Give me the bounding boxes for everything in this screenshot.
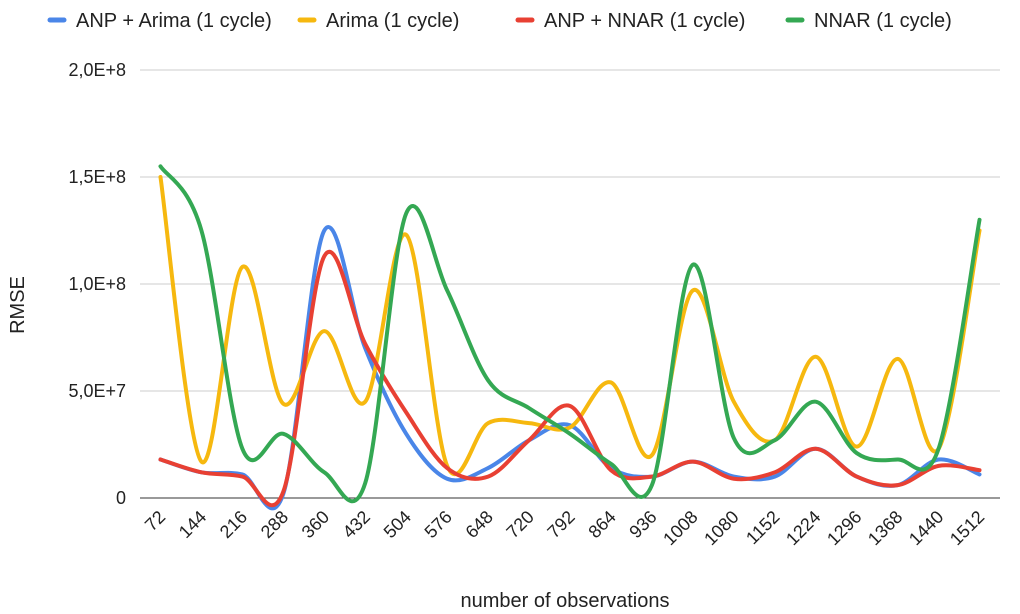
x-tick-label: 1224	[782, 507, 824, 549]
x-tick-label: 504	[380, 507, 415, 542]
series-lines	[158, 164, 982, 511]
x-tick-label: 1080	[700, 507, 742, 549]
series-line-nnar-1-cycle	[158, 164, 982, 504]
x-tick-label: 720	[502, 507, 537, 542]
series-line-arima-1-cycle	[158, 175, 982, 477]
x-tick-label: 288	[257, 507, 292, 542]
x-tick-label: 936	[625, 507, 660, 542]
legend-label-anp-nnar-1-cycle: ANP + NNAR (1 cycle)	[544, 10, 745, 32]
x-tick-label: 72	[141, 507, 169, 535]
series-line-anp-arima-1-cycle	[158, 225, 982, 511]
x-tick-label: 792	[543, 507, 578, 542]
y-tick-label: 1,5E+8	[68, 167, 126, 187]
x-tick-label: 1368	[864, 507, 906, 549]
x-tick-label: 1296	[823, 507, 865, 549]
legend-label-arima-1-cycle: Arima (1 cycle)	[326, 10, 459, 32]
y-tick-label: 0	[116, 488, 126, 508]
x-tick-label: 1440	[905, 507, 947, 549]
x-tick-label: 360	[298, 507, 333, 542]
x-axis-title: number of observations	[460, 590, 669, 612]
legend: ANP + Arima (1 cycle) Arima (1 cycle) ANP …	[47, 10, 952, 32]
x-tick-label: 864	[584, 507, 619, 542]
x-tick-label: 648	[462, 507, 497, 542]
legend-label-anp-arima-1-cycle: ANP + Arima (1 cycle)	[76, 10, 272, 32]
y-tick-label: 5,0E+7	[68, 381, 126, 401]
y-tick-label: 2,0E+8	[68, 60, 126, 80]
x-tick-labels: 72 144 216 288 360 432 504 576 648 720 792 864 93610…	[141, 507, 988, 549]
grid-lines	[140, 69, 1000, 499]
y-axis-title: RMSE	[7, 276, 29, 334]
x-tick-label: 432	[339, 507, 374, 542]
x-tick-label: 1152	[742, 507, 784, 549]
y-tick-label: 1,0E+8	[68, 274, 126, 294]
series-line-anp-nnar-1-cycle	[158, 250, 982, 508]
x-tick-label: 1008	[659, 507, 701, 549]
y-tick-labels: 0 5,0E+7 1,0E+8 1,5E+8 2,0E+8	[68, 60, 126, 508]
x-tick-label: 1512	[946, 507, 988, 549]
x-tick-label: 216	[216, 507, 251, 542]
x-tick-label: 144	[175, 507, 210, 542]
legend-label-nnar-1-cycle: NNAR (1 cycle)	[814, 10, 952, 32]
x-tick-label: 576	[421, 507, 456, 542]
